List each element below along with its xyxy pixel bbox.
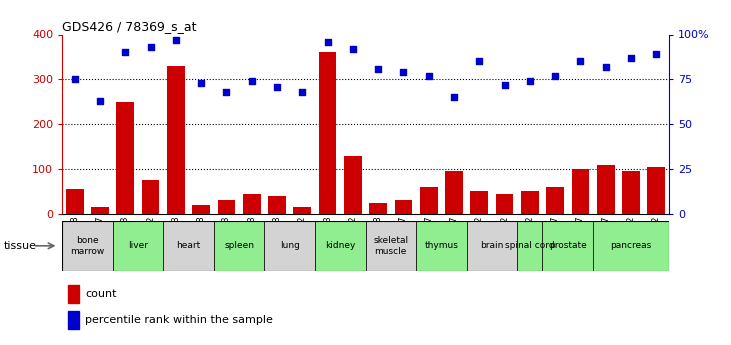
Point xyxy=(448,95,460,100)
Point xyxy=(297,89,308,95)
Bar xyxy=(68,310,79,328)
Bar xyxy=(113,221,163,271)
Point xyxy=(499,82,510,88)
Point xyxy=(347,46,359,52)
Text: spinal cord: spinal cord xyxy=(505,241,555,250)
Bar xyxy=(648,167,665,214)
Text: bone
marrow: bone marrow xyxy=(70,236,105,256)
Bar xyxy=(466,221,518,271)
Point xyxy=(524,78,536,84)
Bar xyxy=(192,205,210,214)
Point xyxy=(600,64,612,70)
Point xyxy=(119,50,131,55)
Bar xyxy=(521,191,539,214)
Point xyxy=(322,39,333,45)
Bar xyxy=(265,221,315,271)
Text: skeletal
muscle: skeletal muscle xyxy=(374,236,409,256)
Point xyxy=(94,98,106,104)
Bar xyxy=(344,156,362,214)
Point xyxy=(398,69,409,75)
Bar xyxy=(268,196,286,214)
Point xyxy=(69,77,80,82)
Point xyxy=(195,80,207,86)
Bar xyxy=(218,200,235,214)
Text: GDS426 / 78369_s_at: GDS426 / 78369_s_at xyxy=(62,20,197,33)
Text: thymus: thymus xyxy=(425,241,458,250)
Bar xyxy=(142,180,159,214)
Bar xyxy=(91,207,109,214)
Point xyxy=(246,78,257,84)
Bar xyxy=(68,285,79,303)
Point xyxy=(575,59,586,64)
Bar xyxy=(167,66,185,214)
Point xyxy=(372,66,384,71)
Bar xyxy=(163,221,213,271)
Bar xyxy=(416,221,466,271)
Bar xyxy=(369,203,387,214)
Text: liver: liver xyxy=(128,241,148,250)
Bar xyxy=(596,165,615,214)
Point xyxy=(221,89,232,95)
Bar xyxy=(546,187,564,214)
Bar xyxy=(315,221,366,271)
Bar xyxy=(471,191,488,214)
Bar xyxy=(622,171,640,214)
Text: prostate: prostate xyxy=(549,241,586,250)
Bar xyxy=(395,200,412,214)
Point xyxy=(145,44,156,50)
Bar xyxy=(572,169,589,214)
Text: lung: lung xyxy=(280,241,300,250)
Point xyxy=(423,73,434,79)
Text: heart: heart xyxy=(176,241,201,250)
Point xyxy=(549,73,561,79)
Bar xyxy=(366,221,416,271)
Bar xyxy=(420,187,438,214)
Bar xyxy=(243,194,260,214)
Bar xyxy=(293,207,311,214)
Point xyxy=(271,84,283,89)
Bar xyxy=(213,221,265,271)
Bar xyxy=(593,221,669,271)
Text: tissue: tissue xyxy=(4,241,37,251)
Bar xyxy=(66,189,83,214)
Bar xyxy=(62,221,113,271)
Point xyxy=(474,59,485,64)
Text: spleen: spleen xyxy=(224,241,254,250)
Bar xyxy=(518,221,542,271)
Bar xyxy=(496,194,513,214)
Point xyxy=(625,55,637,61)
Bar xyxy=(319,52,336,214)
Point xyxy=(651,51,662,57)
Text: kidney: kidney xyxy=(325,241,355,250)
Text: pancreas: pancreas xyxy=(610,241,651,250)
Bar xyxy=(445,171,463,214)
Text: percentile rank within the sample: percentile rank within the sample xyxy=(86,315,273,325)
Point xyxy=(170,37,182,43)
Text: brain: brain xyxy=(480,241,504,250)
Bar xyxy=(542,221,593,271)
Bar xyxy=(116,102,135,214)
Text: count: count xyxy=(86,289,117,299)
